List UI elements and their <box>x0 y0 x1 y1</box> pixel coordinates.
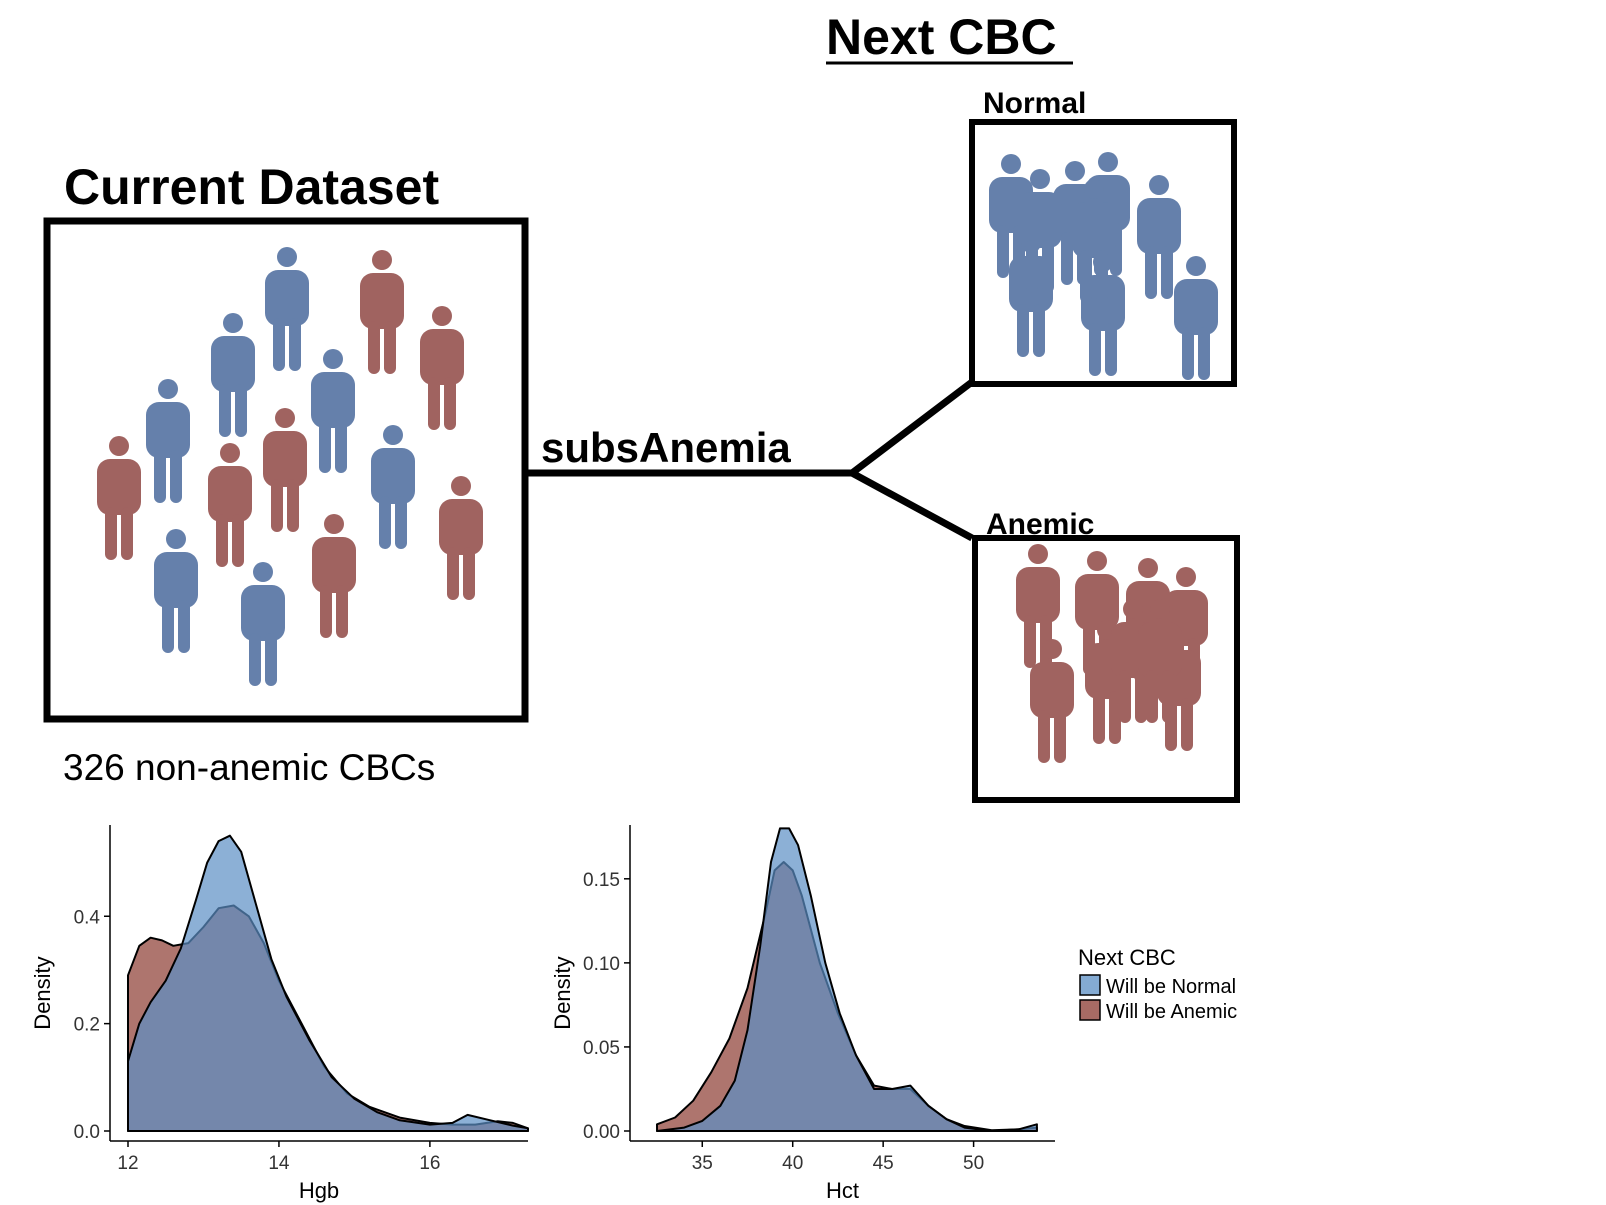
person-icon <box>439 476 483 600</box>
y-tick-label: 0.4 <box>74 907 101 928</box>
current-dataset-people <box>97 247 483 686</box>
legend-title: Next CBC <box>1078 945 1176 970</box>
y-tick-label: 0.0 <box>74 1122 100 1143</box>
subsanemia-label: subsAnemia <box>541 424 791 471</box>
x-tick-label: 50 <box>963 1153 984 1174</box>
person-icon <box>312 514 356 638</box>
y-tick-label: 0.00 <box>583 1122 620 1143</box>
normal-people <box>989 152 1218 380</box>
normal-label: Normal <box>983 87 1086 120</box>
next-cbc-title: Next CBC <box>826 9 1057 65</box>
y-axis-label: Density <box>550 956 575 1029</box>
legend-label-normal: Will be Normal <box>1106 976 1236 998</box>
person-icon <box>265 247 309 371</box>
person-icon <box>154 529 198 653</box>
person-icon <box>1030 639 1074 763</box>
y-tick-label: 0.10 <box>583 954 620 975</box>
density-area-normal <box>127 834 529 1132</box>
person-icon <box>241 562 285 686</box>
person-icon <box>1137 175 1181 299</box>
current-dataset-title: Current Dataset <box>64 159 439 215</box>
x-tick-label: 35 <box>692 1153 713 1174</box>
density-area-normal <box>656 827 1038 1132</box>
x-tick-label: 14 <box>268 1153 290 1174</box>
person-icon <box>208 443 252 567</box>
y-axis-label: Density <box>30 956 55 1029</box>
person-icon <box>360 250 404 374</box>
person-icon <box>211 313 255 437</box>
legend-swatch-normal <box>1079 974 1101 996</box>
person-icon <box>146 379 190 503</box>
x-tick-label: 45 <box>873 1153 894 1174</box>
y-tick-label: 0.2 <box>74 1015 100 1036</box>
hgb-density-chart: 0.0 0.2 0.4 12 14 16 Hgb Density <box>30 825 529 1203</box>
anemic-people <box>1016 544 1208 763</box>
x-axis-label: Hgb <box>299 1178 339 1203</box>
legend: Next CBC Will be Normal Will be Anemic <box>1078 945 1237 1023</box>
person-icon <box>371 425 415 549</box>
branch-line-anemic <box>850 469 974 542</box>
x-tick-label: 16 <box>419 1153 440 1174</box>
x-tick-label: 40 <box>782 1153 803 1174</box>
anemic-box <box>972 535 1240 803</box>
x-tick-label: 12 <box>117 1153 138 1174</box>
person-icon <box>311 349 355 473</box>
legend-label-anemic: Will be Anemic <box>1106 1001 1237 1023</box>
x-axis-label: Hct <box>826 1178 859 1203</box>
legend-swatch-anemic <box>1079 999 1101 1021</box>
person-icon <box>263 408 307 532</box>
current-dataset-caption: 326 non-anemic CBCs <box>63 747 435 788</box>
person-icon <box>420 306 464 430</box>
person-icon <box>97 436 141 560</box>
normal-box <box>969 119 1237 387</box>
hct-density-chart: 0.00 0.05 0.10 0.15 35 40 45 50 Hct Density <box>550 825 1055 1203</box>
person-icon <box>1174 256 1218 380</box>
y-tick-label: 0.05 <box>583 1038 620 1059</box>
y-tick-label: 0.15 <box>583 870 620 891</box>
